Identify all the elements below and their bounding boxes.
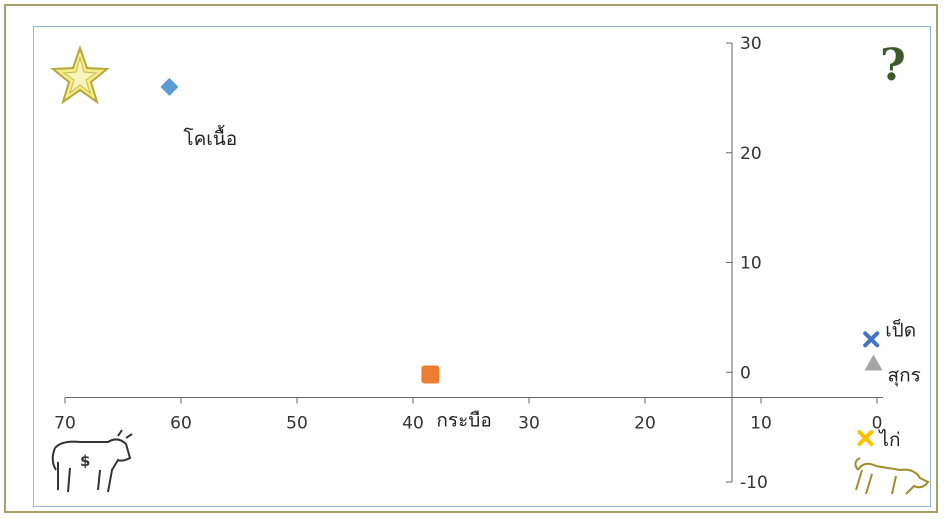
point-4-triangle (864, 354, 883, 371)
point-5-x (857, 430, 874, 447)
outer-frame (4, 4, 938, 513)
point-label-1: โคเนื้อ (183, 125, 237, 150)
point-1-diamond (160, 77, 179, 96)
dog-icon (854, 457, 930, 495)
y-tick-label: 20 (740, 144, 762, 164)
cow-sign-label: $ (80, 452, 90, 470)
x-tick-label: 40 (402, 413, 424, 433)
y-tick-label: -10 (740, 473, 768, 493)
y-tick-label: 30 (740, 34, 762, 54)
star-icon (50, 44, 110, 105)
question-icon: ? (880, 40, 906, 91)
y-tick-label: 10 (740, 254, 762, 274)
axes (64, 42, 883, 483)
tick-labels: 70 60 50 40 30 20 10 0 -10 0 10 20 30 (54, 34, 882, 493)
x-tick-label: 70 (54, 413, 76, 433)
point-3-x (863, 331, 880, 348)
data-points (160, 77, 883, 447)
point-label-3: เป็ด (885, 317, 916, 341)
point-label-5: ไก่ (877, 429, 900, 451)
x-tick-label: 30 (518, 413, 540, 433)
point-label-2: กระบือ (436, 409, 491, 431)
y-tick-label: 0 (740, 363, 751, 383)
x-tick-label: 50 (286, 413, 308, 433)
cow-icon (51, 429, 133, 493)
x-tick-label: 10 (750, 413, 772, 433)
point-2-square (421, 365, 440, 384)
plot-area (33, 26, 931, 507)
x-tick-label: 20 (634, 413, 656, 433)
point-label-4: สุกร (888, 364, 921, 387)
x-tick-label: 60 (170, 413, 192, 433)
x-tick-label: 0 (872, 413, 883, 433)
